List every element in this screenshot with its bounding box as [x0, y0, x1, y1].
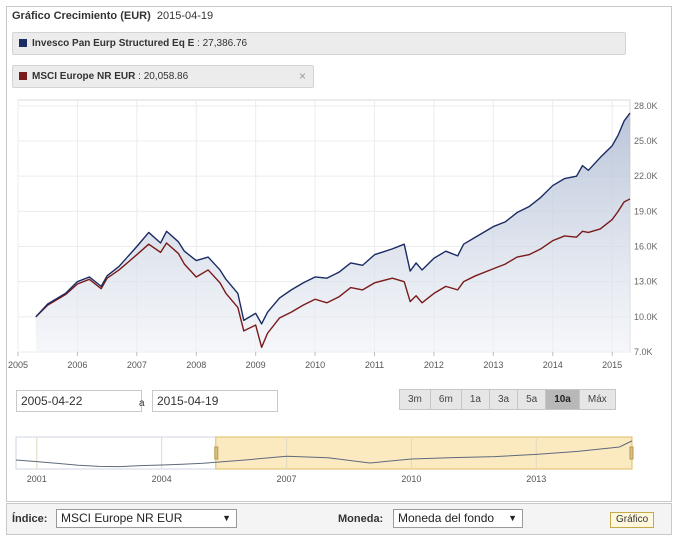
settings-bar: Índice: MSCI Europe NR EUR ▼ Moneda: Mon… [6, 503, 672, 535]
currency-select[interactable]: Moneda del fondo ▼ [393, 509, 523, 528]
range-button-10a[interactable]: 10a [545, 389, 580, 410]
range-button-5a[interactable]: 5a [517, 389, 547, 410]
x-tick-label: 2006 [67, 360, 87, 370]
legend-item-fund[interactable]: Invesco Pan Eurp Structured Eq E : 27,38… [12, 32, 626, 55]
fund-name: Invesco Pan Eurp Structured Eq E [32, 38, 195, 49]
index-name: MSCI Europe NR EUR [32, 71, 136, 82]
range-selector: 3m 6m 1a 3a 5a 10a Máx [399, 389, 616, 410]
range-button-max[interactable]: Máx [578, 389, 616, 410]
fund-series-line [35, 112, 631, 325]
x-tick-label: 2013 [483, 360, 503, 370]
chart-title-row: Gráfico Crecimiento (EUR) 2015-04-19 [12, 10, 213, 22]
index-label: Índice: [12, 513, 48, 525]
x-tick-label: 2011 [365, 360, 384, 370]
navigator-selection [215, 436, 633, 470]
chart-date: 2015-04-19 [156, 10, 214, 22]
currency-label: Moneda: [338, 513, 384, 525]
index-value: 20,058.86 [143, 71, 189, 82]
index-series-line [35, 198, 631, 349]
y-tick-label: 25.0K [634, 136, 658, 146]
x-tick-label: 2005 [8, 360, 28, 370]
y-tick-label: 13.0K [634, 277, 658, 287]
fund-area-fill [35, 113, 630, 352]
index-color-swatch [19, 72, 27, 80]
x-tick-label: 2010 [305, 360, 325, 370]
range-button-3m[interactable]: 3m [399, 389, 431, 410]
navigator-tick-label: 2007 [277, 474, 297, 484]
fund-value: 27,386.76 [202, 38, 248, 49]
navigator[interactable]: 2001 2004 2007 2010 2013 [0, 0, 678, 500]
x-tick-label: 2009 [246, 360, 266, 370]
y-tick-label: 7.0K [634, 347, 653, 357]
end-date-input[interactable]: 2015-04-19 [152, 390, 278, 412]
navigator-tick-label: 2010 [401, 474, 421, 484]
y-tick-label: 10.0K [634, 312, 658, 322]
fund-color-swatch [19, 39, 27, 47]
chevron-down-icon: ▼ [508, 513, 517, 523]
x-tick-label: 2015 [602, 360, 622, 370]
currency-select-value: Moneda del fondo [398, 511, 495, 525]
y-tick-label: 19.0K [634, 206, 658, 216]
navigator-tick-label: 2001 [27, 474, 47, 484]
close-icon[interactable]: × [298, 69, 306, 83]
x-tick-label: 2008 [186, 360, 206, 370]
x-tick-label: 2007 [127, 360, 147, 370]
y-tick-label: 22.0K [634, 171, 658, 181]
legend-item-index[interactable]: MSCI Europe NR EUR : 20,058.86 × [12, 65, 314, 88]
y-tick-label: 16.0K [634, 242, 658, 252]
navigator-tick-label: 2013 [526, 474, 546, 484]
navigator-handle [629, 446, 634, 460]
chart-button[interactable]: Gráfico [610, 512, 655, 528]
date-separator: a [139, 398, 145, 409]
chart-title: Gráfico Crecimiento (EUR) [12, 10, 151, 22]
x-tick-label: 2014 [543, 360, 563, 370]
growth-chart: 7.0K 10.0K 13.0K 16.0K 19.0K 22.0K 25.0K 28.0K 2… [8, 99, 658, 370]
index-select[interactable]: MSCI Europe NR EUR ▼ [56, 509, 237, 528]
chevron-down-icon: ▼ [222, 513, 231, 523]
navigator-series-line [15, 440, 633, 468]
navigator-handle [214, 446, 219, 460]
start-date-input[interactable]: 2005-04-22 [16, 390, 142, 412]
y-tick-label: 28.0K [634, 101, 658, 111]
navigator-tick-label: 2004 [152, 474, 172, 484]
index-select-value: MSCI Europe NR EUR [61, 511, 183, 525]
x-tick-label: 2012 [424, 360, 444, 370]
